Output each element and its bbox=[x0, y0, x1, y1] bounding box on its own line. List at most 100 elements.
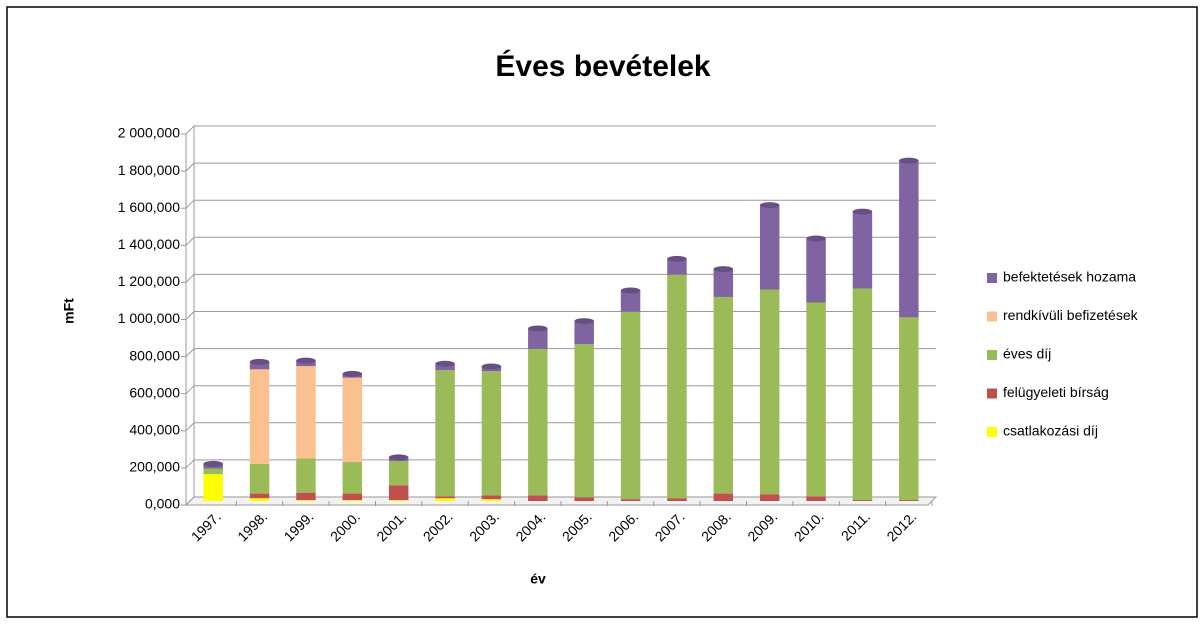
bar-segment bbox=[296, 458, 316, 493]
bar-cap bbox=[574, 318, 594, 325]
bar-cap bbox=[667, 255, 687, 262]
y-tick-label: 0,000 bbox=[145, 496, 180, 512]
bar-segment bbox=[667, 498, 687, 501]
y-tick-label: 1 000,000 bbox=[118, 310, 180, 326]
bar-segment bbox=[759, 289, 780, 495]
bar-segment bbox=[574, 344, 594, 498]
y-tick-label: 600,000 bbox=[129, 384, 180, 400]
bar-cap bbox=[435, 360, 455, 367]
legend-label: rendkívüli befizetések bbox=[1003, 307, 1139, 323]
y-tick-label: 1 800,000 bbox=[118, 162, 180, 178]
y-tick-label: 1 200,000 bbox=[118, 273, 180, 289]
bar-segment bbox=[388, 461, 409, 486]
bar-segment bbox=[388, 500, 409, 501]
y-tick-label: 1 600,000 bbox=[118, 199, 180, 215]
grid-line bbox=[185, 496, 936, 506]
grid-line bbox=[185, 422, 936, 432]
legend-swatch bbox=[987, 311, 997, 322]
legend-swatch bbox=[987, 388, 997, 399]
bar-segment bbox=[249, 361, 270, 370]
bar-segment bbox=[203, 474, 223, 501]
bar-segment bbox=[713, 296, 734, 494]
bar-segment bbox=[203, 468, 223, 475]
legend-swatch bbox=[987, 273, 997, 283]
bar-segment bbox=[528, 495, 548, 501]
x-axis-title: év bbox=[530, 571, 546, 587]
bar-segment bbox=[435, 498, 455, 501]
grid-line bbox=[185, 348, 936, 357]
bar-segment bbox=[296, 366, 316, 459]
legend-swatch bbox=[987, 350, 997, 360]
legend-label: felügyeleti bírság bbox=[1003, 384, 1109, 400]
bar-segment bbox=[759, 205, 780, 290]
bar-cap bbox=[713, 266, 734, 273]
bar-segment bbox=[342, 500, 363, 501]
bar-segment bbox=[528, 348, 548, 496]
grid-line bbox=[185, 236, 936, 246]
bar-cap bbox=[249, 358, 270, 365]
y-tick-label: 800,000 bbox=[129, 347, 180, 363]
grid-line bbox=[185, 273, 936, 283]
bar-segment bbox=[713, 493, 734, 501]
legend-label: befektetések hozama bbox=[1003, 269, 1136, 285]
bar-segment bbox=[249, 493, 270, 499]
bar-segment bbox=[528, 328, 548, 349]
bar-segment bbox=[296, 492, 316, 501]
grid-line bbox=[185, 311, 936, 320]
bar-cap bbox=[203, 460, 223, 467]
grid-line bbox=[185, 199, 936, 209]
bar-segment bbox=[435, 496, 455, 499]
bar-segment bbox=[852, 288, 873, 501]
bar-cap bbox=[899, 157, 919, 164]
bar-segment bbox=[899, 500, 919, 501]
legend-label: csatlakozási díj bbox=[1003, 423, 1098, 439]
bar-segment bbox=[806, 496, 826, 501]
bar-segment bbox=[481, 499, 502, 501]
bar-segment bbox=[667, 258, 687, 275]
bar-cap bbox=[806, 235, 826, 242]
bar-cap bbox=[388, 454, 409, 461]
legend-swatch bbox=[987, 427, 997, 437]
legend-label: éves díj bbox=[1003, 346, 1051, 362]
bar-segment bbox=[435, 370, 455, 497]
grid-line bbox=[185, 162, 936, 172]
bar-segment bbox=[249, 369, 270, 464]
bar-cap bbox=[528, 325, 548, 332]
bar-cap bbox=[759, 202, 780, 209]
bar-cap bbox=[620, 287, 641, 294]
bar-segment bbox=[342, 462, 363, 494]
bar-segment bbox=[667, 274, 687, 499]
bar-segment bbox=[852, 500, 873, 501]
grid-line bbox=[185, 385, 936, 395]
bar-segment bbox=[899, 317, 919, 501]
bar-segment bbox=[852, 211, 873, 289]
bar-segment bbox=[899, 160, 919, 318]
bar-segment bbox=[806, 238, 826, 303]
y-tick-label: 1 400,000 bbox=[118, 236, 180, 252]
bar-segment bbox=[435, 363, 455, 371]
y-tick-label: 200,000 bbox=[129, 459, 180, 475]
bar-segment bbox=[481, 495, 502, 500]
bar-segment bbox=[620, 290, 641, 312]
bar-segment bbox=[342, 493, 363, 501]
grid-line bbox=[185, 459, 936, 469]
y-tick-label: 400,000 bbox=[129, 422, 180, 438]
bar-segment bbox=[620, 499, 641, 501]
bar-segment bbox=[574, 497, 594, 501]
bar-segment bbox=[481, 371, 502, 496]
chart-title: Éves bevételek bbox=[495, 49, 710, 83]
bar-segment bbox=[620, 311, 641, 500]
bar-cap bbox=[342, 370, 363, 377]
bar-segment bbox=[249, 463, 270, 494]
grid-line bbox=[185, 125, 936, 135]
bar-segment bbox=[388, 485, 409, 501]
bar-segment bbox=[806, 302, 826, 497]
bar-segment bbox=[713, 269, 734, 297]
bar-segment bbox=[296, 500, 316, 501]
bar-segment bbox=[249, 498, 270, 501]
bar-segment bbox=[574, 321, 594, 345]
y-axis-title: mFt bbox=[61, 298, 77, 324]
bar-cap bbox=[481, 363, 502, 370]
bar-segment bbox=[759, 494, 780, 501]
